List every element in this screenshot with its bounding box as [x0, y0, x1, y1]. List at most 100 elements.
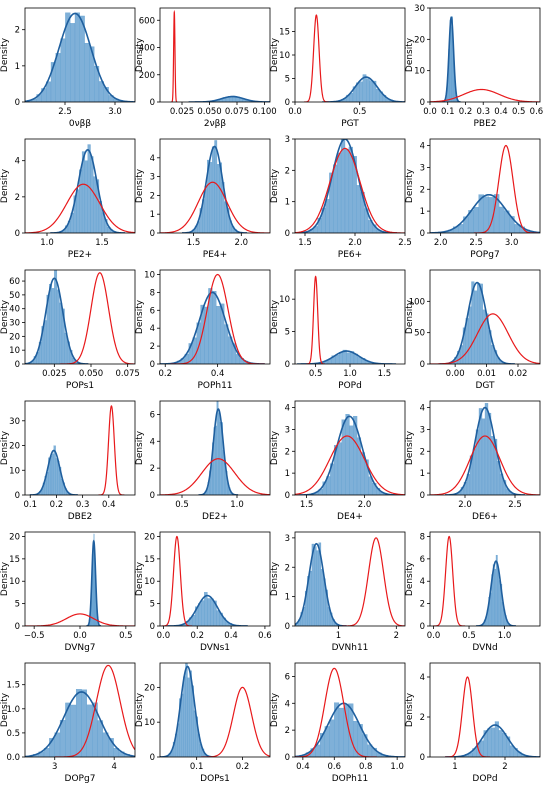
x-tick-label: 0.5: [175, 500, 189, 510]
y-axis-label: Density: [135, 37, 145, 72]
histogram-bar: [51, 288, 55, 364]
histogram-bar: [55, 458, 58, 495]
histogram-bar: [193, 710, 196, 757]
x-tick-label: 1.5: [378, 369, 392, 379]
y-tick-label: 3: [150, 173, 155, 183]
x-tick-label: 0.2: [158, 369, 172, 379]
subplot-DVNd: 0.0 0.5 1.0 0 2 4 6 8 DVNd Density: [405, 531, 541, 653]
posterior-kde-line: [444, 406, 526, 495]
y-tick-label: 0: [150, 491, 155, 501]
histogram-bar: [216, 164, 220, 233]
x-axis-label: DOPg7: [65, 774, 96, 784]
y-axis-label: Density: [405, 37, 415, 72]
y-tick-label: 10: [144, 577, 155, 587]
x-tick-label: 0.0: [423, 107, 437, 117]
histogram-bar: [491, 727, 496, 757]
axes-frame: [429, 531, 541, 627]
axes-frame: [24, 269, 136, 365]
y-tick-label: 6: [150, 410, 155, 420]
y-tick-label: 30: [414, 4, 425, 14]
posterior-kde-line: [442, 16, 461, 102]
histogram-bar: [201, 600, 205, 626]
x-tick-label: 0.2: [459, 107, 473, 117]
y-tick-label: 1.0: [6, 705, 20, 715]
subplot-PGT: 0.0 0.5 0 5 10 15 PGT Density: [270, 7, 406, 129]
histogram-bar: [214, 140, 218, 233]
x-axis-label: DE2+: [202, 512, 228, 522]
x-tick-label: 0.3: [476, 107, 490, 117]
y-tick-label: 0: [420, 229, 425, 239]
subplot-DE6+: 2.0 2.5 0 1 2 3 4 DE6+ Density: [405, 400, 541, 522]
subplot-DBE2: 0.1 0.2 0.3 0.4 0 10 20 30 DBE2 Density: [0, 400, 136, 522]
histogram-bar: [51, 453, 54, 495]
histogram-bar: [209, 162, 213, 233]
x-axis-label: DOPs1: [200, 774, 230, 784]
plot-area: [295, 537, 405, 626]
x-tick-label: 0.1: [441, 107, 455, 117]
posterior-kde-line: [445, 724, 540, 757]
histogram-bar: [487, 728, 492, 757]
histogram-bar: [475, 429, 480, 495]
y-tick-label: 15: [279, 28, 290, 38]
y-tick-label: 10: [9, 346, 20, 356]
x-tick-label: 2.5: [508, 500, 522, 510]
axes-frame: [159, 138, 271, 234]
y-tick-label: 50: [414, 329, 425, 339]
histogram-bar: [218, 412, 220, 495]
posterior-kde-line: [439, 281, 515, 364]
y-tick-label: 0: [150, 622, 155, 632]
histogram-bar: [54, 732, 61, 757]
axes-frame: [24, 7, 136, 103]
y-axis-label: Density: [0, 37, 10, 72]
histogram-bar: [333, 164, 338, 233]
histogram-bar: [56, 289, 60, 364]
y-tick-label: 6: [150, 306, 155, 316]
posterior-kde-line: [181, 145, 248, 233]
histogram-bar: [359, 81, 364, 102]
x-tick-label: 0.050: [197, 107, 221, 117]
subplot-PE2+: 1.0 1.5 0 2 4 PE2+ Density: [0, 138, 136, 260]
plot-area: [25, 144, 135, 233]
y-tick-label: 0: [15, 360, 20, 370]
histogram-bar: [216, 305, 221, 364]
y-tick-label: 0.5: [6, 729, 20, 739]
y-tick-label: 0: [420, 360, 425, 370]
histogram-bar: [343, 704, 349, 757]
posterior-kde-line: [322, 76, 405, 102]
x-tick-label: 2.0: [358, 500, 372, 510]
y-axis-label: Density: [135, 692, 145, 727]
y-tick-label: 2: [150, 191, 155, 201]
y-tick-label: 20: [9, 332, 20, 342]
x-axis-label: DE4+: [337, 512, 363, 522]
y-tick-label: 4: [150, 154, 155, 164]
histogram-bar: [97, 720, 104, 757]
y-axis-label: Density: [135, 430, 145, 465]
x-tick-label: 1.0: [390, 762, 404, 772]
y-tick-label: 50: [9, 291, 20, 301]
y-tick-label: 3: [285, 135, 290, 145]
subplot-PE4+: 1.5 2.0 0 1 2 3 4 PE4+ Density: [135, 138, 271, 260]
histogram-bar: [81, 689, 87, 757]
y-tick-label: 40: [9, 305, 20, 315]
y-tick-label: 0: [150, 753, 155, 763]
histogram-bar: [102, 732, 109, 757]
y-tick-label: 4: [285, 699, 290, 709]
subplot-POPd: 0.5 1.0 1.5 0 5 10 POPd Density: [270, 269, 406, 391]
histogram-bar: [316, 550, 319, 626]
y-axis-label: Density: [270, 168, 280, 203]
y-tick-label: 0: [420, 98, 425, 108]
x-tick-label: 0.2: [50, 500, 64, 510]
histogram-bar: [187, 677, 190, 757]
y-tick-label: 400: [139, 44, 155, 54]
posterior-kde-line: [25, 691, 135, 757]
prior-line: [295, 435, 405, 495]
histogram-bar: [108, 738, 114, 757]
histogram-bar: [474, 290, 478, 364]
x-tick-label: 0.5: [309, 369, 323, 379]
x-tick-label: 0.4: [224, 631, 238, 641]
y-tick-label: 2: [420, 713, 425, 723]
y-tick-label: 3: [285, 425, 290, 435]
y-tick-label: 0: [285, 753, 290, 763]
subplot-DOPh11: 0.4 0.6 0.8 1.0 0 2 4 6 DOPh11 Density: [270, 662, 406, 784]
y-tick-label: 2: [285, 563, 290, 573]
